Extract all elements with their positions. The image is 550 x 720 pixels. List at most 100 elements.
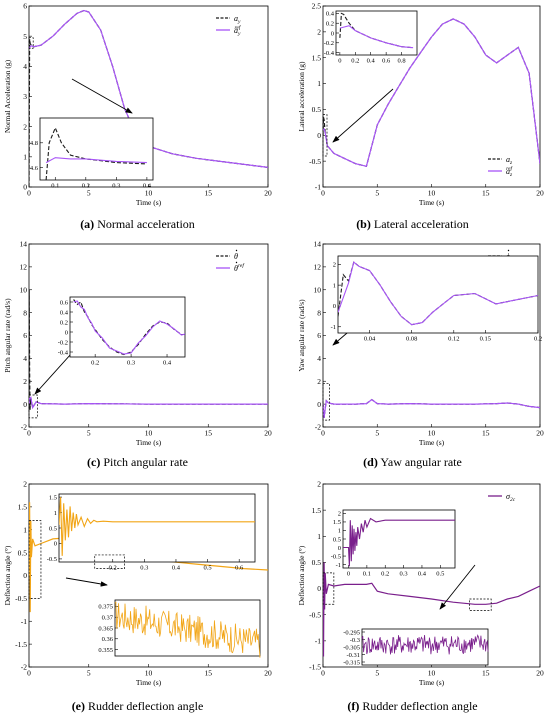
inset-e-x-tick-label: 0.3 bbox=[140, 565, 148, 572]
main-e-y-tick-label: -0.5 bbox=[15, 594, 27, 603]
main-b-y-tick-label: 1.5 bbox=[312, 53, 322, 62]
inset-b-y-tick-label: 0.4 bbox=[326, 11, 335, 18]
main-a-x-tick-label: 20 bbox=[264, 189, 272, 198]
legend-label: θ bbox=[234, 252, 238, 261]
x-axis-label-d: Time (s) bbox=[419, 438, 445, 447]
chart-a: 0 5 10 15 20 0 1 2 3 4 5 6 Time (s) Normal Accelerati… bbox=[3, 2, 272, 207]
zoom-arrow-e bbox=[65, 577, 108, 587]
main-a-y-tick-label: 2 bbox=[23, 122, 27, 131]
main-c-y-tick-label: 8 bbox=[23, 308, 27, 317]
inset-a-axes-frame bbox=[39, 117, 154, 181]
inset-f-x-tick-label: 0.5 bbox=[436, 571, 444, 578]
main-b-x-tick-label: 15 bbox=[482, 189, 490, 198]
inset-e-x-tick-label: 0.6 bbox=[235, 565, 244, 572]
y-axis-label-b: Lateral acceleration (g) bbox=[297, 61, 306, 131]
inset-b: 0 0.2 0.4 0.6 0.8 -0.4 -0.2 0 0.2 0.4 bbox=[324, 10, 418, 65]
main-c-x-tick-label: 5 bbox=[87, 429, 91, 438]
y-axis-label-d: Yaw angular rate (rad/s) bbox=[297, 299, 306, 372]
legend-dot bbox=[235, 261, 238, 264]
inset-b-x-tick-label: 0.6 bbox=[382, 58, 391, 65]
main-c-y-tick-label: 6 bbox=[23, 331, 27, 340]
legend-label: ay bbox=[234, 14, 241, 25]
inset-series-group-b bbox=[339, 12, 414, 49]
caption-text: Normal acceleration bbox=[94, 217, 195, 231]
main-c-y-tick-label: 14 bbox=[20, 240, 28, 249]
inset2-e-y-tick-label: 0.37 bbox=[102, 615, 114, 622]
main-d-y-tick-label: 10 bbox=[314, 285, 322, 294]
main-e-x-tick-label: 15 bbox=[205, 669, 213, 678]
main-c-y-tick-label: -2 bbox=[21, 423, 27, 432]
main-a-x-tick-label: 10 bbox=[145, 189, 153, 198]
main-d-y-tick-label: 12 bbox=[314, 263, 322, 272]
main-e-y-tick-label: 1 bbox=[23, 525, 27, 534]
inset-series-group-a bbox=[45, 126, 147, 180]
inset-b-y-tick-label: -0.4 bbox=[324, 50, 335, 57]
main-c-y-tick-label: 12 bbox=[20, 263, 28, 272]
main-c-y-tick-label: 4 bbox=[23, 354, 27, 363]
main-b-y-tick-label: 0 bbox=[317, 131, 321, 140]
series-line-b-1 bbox=[323, 18, 540, 168]
inset-e: 0.2 0.3 0.4 0.5 0.6 -0.5 0 0.5 1 1.5 bbox=[47, 493, 256, 572]
caption-f: (f) Rudder deflection angle bbox=[275, 699, 550, 714]
main-a-y-tick-label: 1 bbox=[23, 152, 27, 161]
inset-a: 0.1 0.2 0.3 0.4 4.6 4.8 bbox=[30, 117, 154, 190]
legend-label: azref bbox=[506, 165, 514, 178]
inset-a-x-tick-label: 0.2 bbox=[82, 183, 90, 190]
main-e-x-tick-label: 10 bbox=[145, 669, 153, 678]
y-axis-label-c: Pitch angular rate (rad/s) bbox=[3, 298, 12, 373]
main-f-y-tick-label: 0.5 bbox=[312, 558, 322, 567]
legend-label: σ2c bbox=[506, 492, 516, 503]
main-f-y-tick-label: -0.5 bbox=[309, 610, 321, 619]
x-axis-label-e: Time (s) bbox=[136, 678, 162, 687]
caption-label: (c) bbox=[87, 455, 101, 469]
caption-label: (b) bbox=[356, 217, 371, 231]
y-axis-label-e: Deflection angle (°) bbox=[3, 545, 12, 605]
main-a-x-tick-label: 15 bbox=[205, 189, 213, 198]
main-d-y-tick-label: 6 bbox=[317, 331, 321, 340]
legend-dot bbox=[235, 249, 238, 252]
x-axis-label-a: Time (s) bbox=[136, 198, 162, 207]
inset2-e-y-tick-label: 0.355 bbox=[98, 647, 113, 654]
inset2-e-y-tick-label: 0.36 bbox=[102, 636, 114, 643]
inset-b-y-tick-label: 0.2 bbox=[326, 20, 334, 27]
main-b-y-tick-label: 2 bbox=[317, 27, 321, 36]
series-line-a-1 bbox=[29, 9, 268, 168]
inset-d-x-tick-label: 0.08 bbox=[406, 336, 417, 343]
x-axis-label-c: Time (s) bbox=[136, 438, 162, 447]
inset2-e-y-tick-label: 0.365 bbox=[98, 625, 113, 632]
main-c-x-tick-label: 20 bbox=[264, 429, 272, 438]
main-e-y-tick-label: 0.5 bbox=[18, 548, 28, 557]
inset-f-y-tick-label: 1 bbox=[338, 528, 341, 535]
main-a-x-tick-label: 5 bbox=[87, 189, 91, 198]
inset-f-y-tick-label: 2 bbox=[338, 511, 341, 518]
caption-label: (a) bbox=[80, 217, 95, 231]
caption-c: (c) Pitch angular rate bbox=[0, 455, 275, 470]
inset-series-line-b-1 bbox=[339, 25, 414, 49]
series-group-d bbox=[323, 398, 540, 418]
inset-series-group-c bbox=[73, 299, 185, 356]
inset-d-x-tick-label: 0.12 bbox=[448, 336, 459, 343]
main-b-y-tick-label: 2.5 bbox=[312, 2, 322, 11]
main-f-x-tick-label: 20 bbox=[536, 669, 544, 678]
inset2-f: -0.295-0.3-0.305-0.31-0.315 bbox=[343, 628, 489, 666]
inset2-f-y-tick-label: -0.295 bbox=[343, 629, 360, 636]
inset-d-x-tick-label: 0.04 bbox=[364, 336, 376, 343]
caption-a: (a) Normal acceleration bbox=[0, 217, 275, 232]
main-e-y-tick-label: 2 bbox=[23, 480, 27, 489]
inset-series-group-e bbox=[59, 497, 255, 556]
chart-b: 0 5 10 15 20 -1 -0.5 0 0.5 1 1.5 2 2.5 Time (s) Latera… bbox=[297, 2, 544, 207]
main-d-y-tick-label: 2 bbox=[317, 377, 321, 386]
main-a-y-tick-label: 0 bbox=[23, 183, 27, 192]
main-d-y-tick-label: 8 bbox=[317, 308, 321, 317]
main-c-x-tick-label: 15 bbox=[205, 429, 213, 438]
inset-f-y-tick-label: -1 bbox=[336, 562, 341, 569]
main-a-y-tick-label: 6 bbox=[23, 2, 27, 11]
inset-d-x-tick-label: 0.15 bbox=[480, 336, 491, 343]
inset-d-axes-frame bbox=[337, 255, 539, 334]
